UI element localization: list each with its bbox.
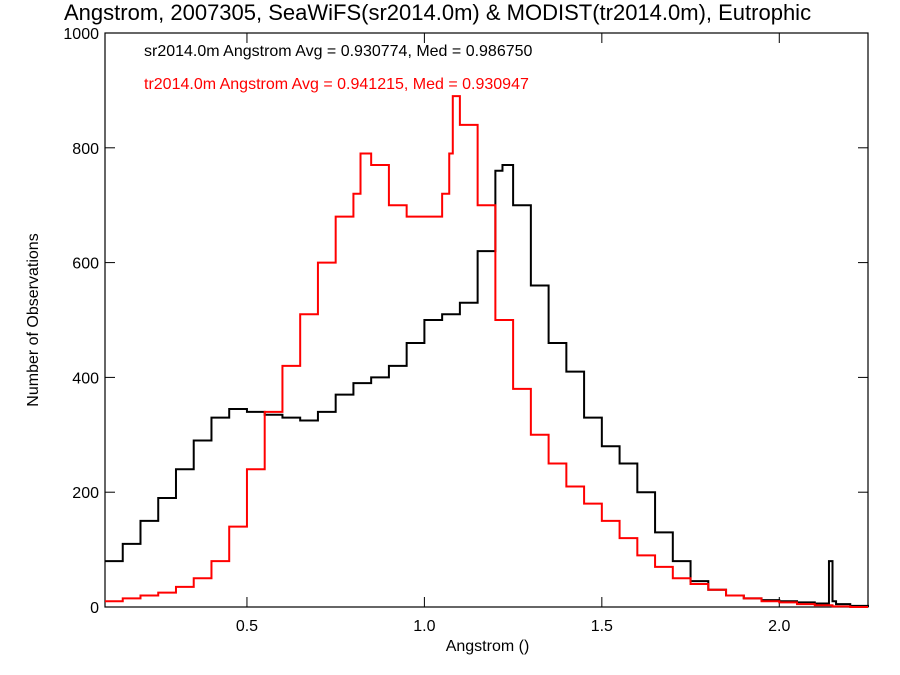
y-tick-label: 200 [72,485,99,502]
y-tick-label: 600 [72,256,99,273]
x-axis-label: Angstrom () [445,638,530,655]
x-tick-label: 0.5 [236,618,258,635]
x-tick-label: 1.5 [591,618,613,635]
chart-title: Angstrom, 2007305, SeaWiFS(sr2014.0m) & … [64,0,812,25]
plot-frame [104,32,869,608]
y-axis-label: Number of Observations [25,233,42,407]
x-tick-label: 1.0 [413,618,435,635]
series-group [105,95,869,608]
y-tick-label: 1000 [63,26,99,43]
y-tick-label: 0 [90,600,99,617]
legend-entry-tr: tr2014.0m Angstrom Avg = 0.941215, Med =… [144,76,529,93]
x-tick-label: 2.0 [768,618,790,635]
series-line-tr [105,95,868,608]
series-line-sr [105,164,869,607]
y-tick-label: 800 [72,141,99,158]
y-tick-label: 400 [72,370,99,387]
axis-ticks: 0.5 1.0 1.5 2.0 0 200 400 600 800 1000 [63,26,868,635]
legend-entry-sr: sr2014.0m Angstrom Avg = 0.930774, Med =… [144,43,533,60]
